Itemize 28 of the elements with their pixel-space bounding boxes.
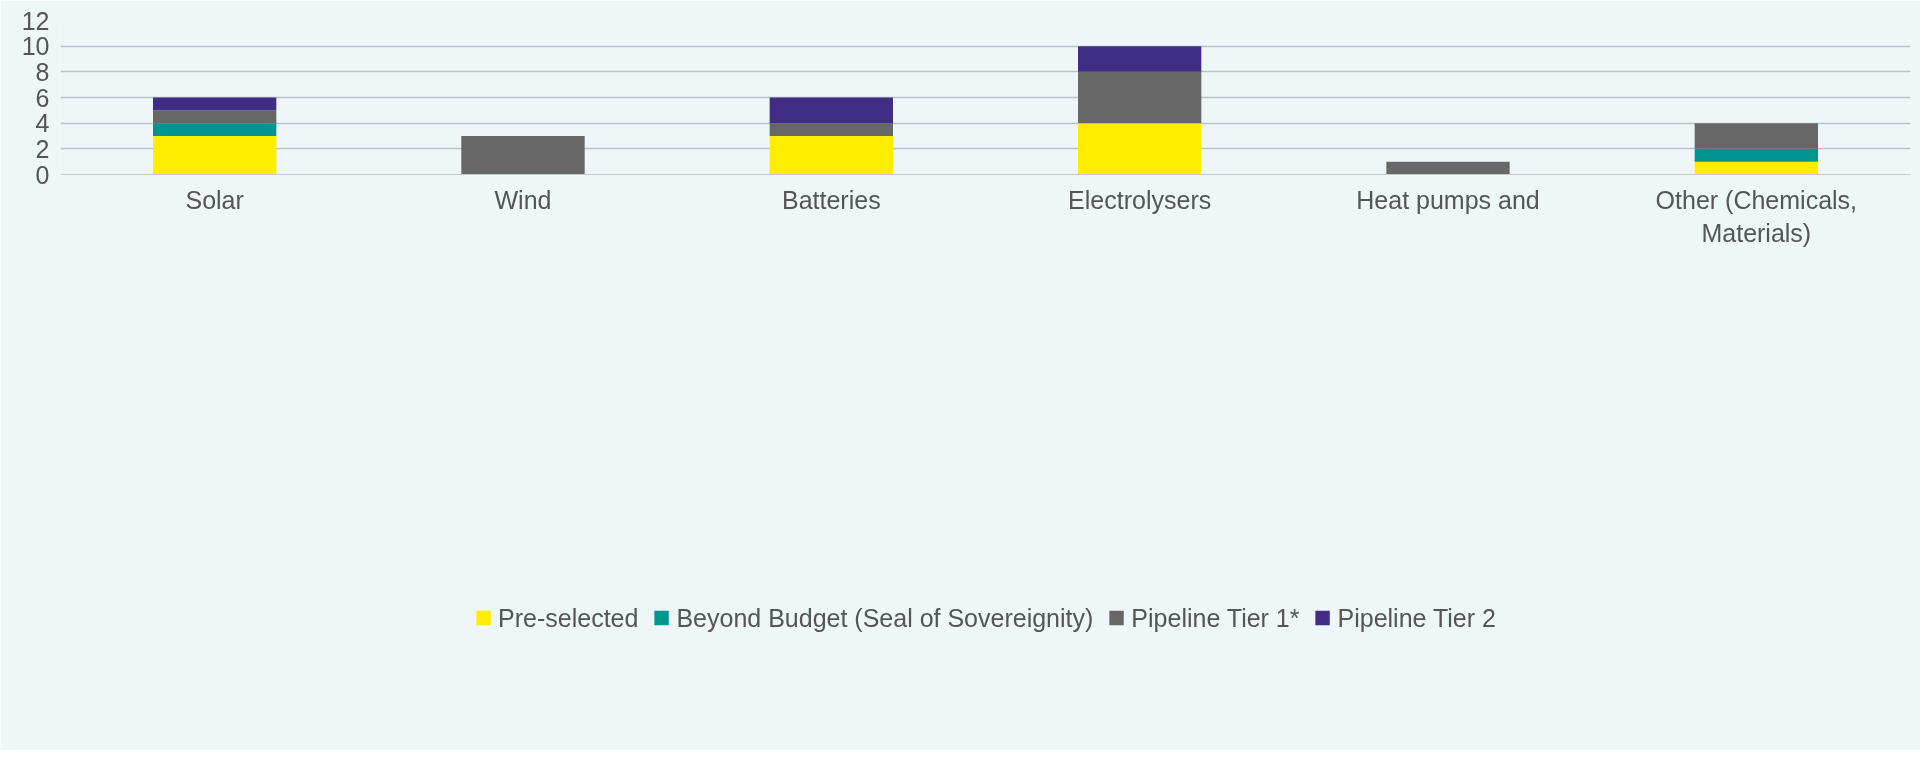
x-tick-label: Heat pumps and <box>1356 185 1540 214</box>
y-tick-label: 12 <box>21 6 50 35</box>
x-tick-label: Wind <box>494 185 552 214</box>
bar <box>1694 161 1818 175</box>
y-tick-label: 6 <box>35 83 50 112</box>
legend-label: Pre-selected <box>498 603 639 633</box>
x-tick-label: Electrolysers <box>1068 185 1212 214</box>
bar <box>461 136 585 175</box>
bar <box>153 136 277 175</box>
legend-label: Pipeline Tier 1* <box>1131 603 1300 633</box>
bar <box>1694 148 1818 162</box>
x-tick-label: Batteries <box>782 185 881 214</box>
x-tick-label: Solar <box>185 185 244 214</box>
bar <box>769 123 893 136</box>
bar <box>1078 46 1202 72</box>
legend-label: Beyond Budget (Seal of Sovereignity) <box>676 603 1094 633</box>
bar <box>1078 71 1202 124</box>
x-tick-label: Other (Chemicals, Materials) <box>1655 185 1858 248</box>
bar <box>1078 123 1202 175</box>
bar <box>1694 123 1818 149</box>
bar <box>769 97 893 124</box>
bar <box>153 110 277 124</box>
bar <box>153 123 277 136</box>
bar <box>153 97 277 111</box>
bar <box>1386 161 1510 175</box>
bar <box>769 136 893 175</box>
y-tick-label: 0 <box>35 160 50 189</box>
legend-label: Pipeline Tier 2 <box>1337 603 1496 633</box>
